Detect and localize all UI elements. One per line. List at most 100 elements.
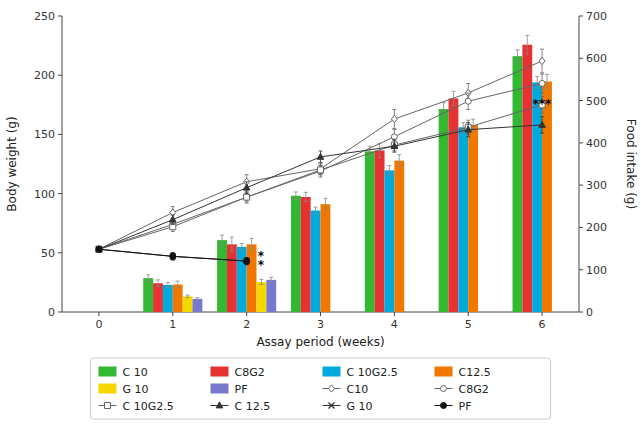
legend-item: C 10G2.5 (323, 366, 398, 379)
y-tick (58, 193, 62, 194)
error-bar (245, 258, 249, 265)
y-tick-label: 0 (48, 306, 55, 319)
point (539, 57, 545, 64)
bar (163, 285, 173, 312)
y2-tick-label: 700 (586, 10, 607, 23)
error-bar (540, 49, 544, 73)
legend-swatch (211, 367, 229, 377)
point (391, 115, 397, 122)
y-tick-label: 50 (41, 247, 55, 260)
bar (458, 127, 468, 312)
legend-item: C12.5 (435, 366, 491, 379)
legend-label: C 10 (123, 366, 148, 379)
bar-series (192, 277, 276, 312)
error-bar (171, 253, 175, 260)
error-bar (525, 35, 529, 54)
line-series (96, 74, 545, 252)
y2-axis (579, 16, 580, 312)
legend-swatch (323, 367, 341, 377)
error-bar (230, 237, 234, 251)
point (465, 98, 471, 104)
line-series (96, 246, 250, 264)
error-bar (186, 295, 190, 298)
point (243, 184, 250, 190)
x-tick (246, 312, 247, 316)
line (99, 125, 542, 249)
x-tick-label: 0 (95, 318, 102, 331)
legend-swatch (435, 367, 453, 377)
error-bar (97, 247, 101, 252)
legend-marker (329, 385, 335, 392)
y2-tick (579, 269, 583, 270)
legend-label: C12.5 (459, 366, 491, 379)
error-bar (176, 281, 180, 288)
bar (542, 82, 552, 312)
point (96, 246, 102, 252)
error-bar (314, 207, 318, 214)
legend-label: PF (459, 400, 472, 413)
y-tick (58, 312, 62, 313)
y2-tick (579, 16, 583, 17)
legend-marker (441, 403, 447, 409)
legend-box (91, 358, 551, 419)
line (99, 105, 542, 249)
legend-item: G 10 (323, 400, 373, 413)
error-bar (97, 247, 101, 252)
point (96, 246, 103, 252)
legend-label: G 10 (347, 400, 373, 413)
error-bar (540, 74, 544, 93)
annotation: * (258, 258, 265, 272)
bar (143, 278, 153, 312)
chart: 0123456050100150200250010020030040050060… (0, 0, 641, 438)
point (244, 194, 250, 200)
legend-label: C8G2 (235, 366, 265, 379)
x-tick-label: 6 (539, 318, 546, 331)
y-tick-label: 200 (34, 69, 55, 82)
error-bar (392, 110, 396, 129)
y2-tick (579, 185, 583, 186)
legend-swatch (99, 367, 117, 377)
y2-tick (579, 312, 583, 313)
y-tick (58, 134, 62, 135)
line-series (96, 117, 546, 252)
point (244, 258, 250, 264)
legend-item: C10 (323, 383, 369, 396)
point (465, 126, 472, 132)
line-series (96, 246, 250, 264)
error-bar (97, 247, 101, 252)
error-bar (466, 93, 470, 110)
point (244, 194, 250, 200)
legend-item: C8G2 (211, 366, 265, 379)
error-bar (304, 192, 308, 201)
point (170, 253, 176, 259)
bar (513, 56, 523, 312)
bar (321, 204, 331, 312)
line (99, 249, 247, 261)
error-bar (259, 279, 263, 284)
y2-tick-label: 200 (586, 221, 607, 234)
x-tick (172, 312, 173, 316)
y2-tick (579, 58, 583, 59)
error-bar (545, 74, 549, 88)
legend-marker (216, 402, 223, 408)
legend: C 10C8G2C 10G2.5C12.5G 10PFC10C8G2C 10G2… (91, 358, 551, 419)
x-tick-label: 5 (465, 318, 472, 331)
legend-marker (441, 386, 447, 392)
point (317, 153, 324, 159)
legend-label: C10 (347, 383, 369, 396)
line (99, 61, 542, 249)
bar (385, 170, 395, 312)
y2-tick-label: 100 (586, 264, 607, 277)
point (96, 246, 102, 252)
legend-swatch (211, 384, 229, 394)
error-bar (269, 277, 273, 282)
x-axis-label: Assay period (weeks) (256, 335, 384, 349)
bar (311, 211, 321, 312)
bar (394, 161, 404, 312)
bar-series (183, 279, 267, 312)
y-tick (58, 252, 62, 253)
x-tick-label: 3 (317, 318, 324, 331)
legend-label: PF (235, 383, 248, 396)
point (244, 258, 250, 264)
line-series (96, 97, 545, 253)
